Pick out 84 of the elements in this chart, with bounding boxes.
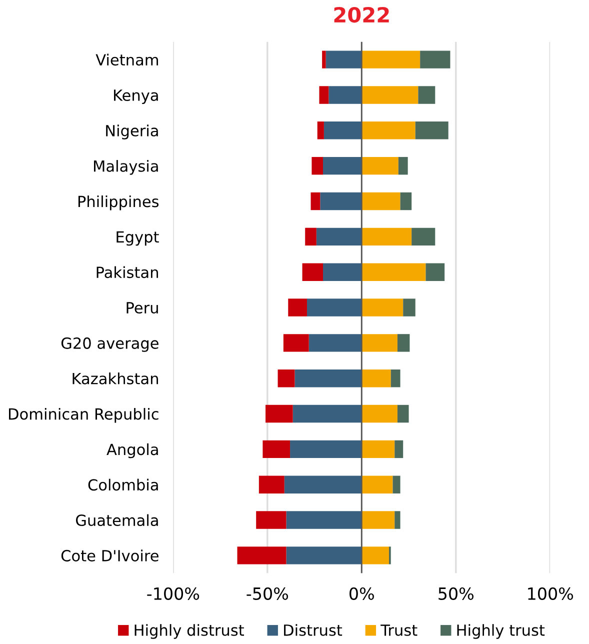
- y-tick-label: Pakistan: [96, 266, 158, 278]
- bar: [362, 228, 412, 246]
- bar: [362, 546, 389, 564]
- bar: [317, 122, 324, 140]
- y-tick-label: Philippines: [78, 195, 159, 210]
- x-tick-label: 100%: [528, 587, 574, 600]
- bar: [362, 476, 393, 494]
- bar: [398, 156, 408, 175]
- bar: [362, 192, 400, 210]
- y-tick-label: G20 average: [61, 337, 158, 352]
- bar: [362, 404, 398, 423]
- bar: [403, 298, 416, 316]
- bar: [390, 369, 400, 388]
- y-tick-label: Kazakhstan: [72, 372, 158, 384]
- bar: [294, 369, 362, 388]
- x-tick-label: 0%: [350, 587, 374, 600]
- bar: [278, 369, 295, 388]
- bar: [262, 440, 290, 458]
- bar: [400, 192, 412, 210]
- legend-label: Highly distrust: [134, 624, 244, 639]
- bar: [258, 476, 284, 494]
- bar: [420, 50, 450, 68]
- bar: [256, 511, 286, 529]
- bar: [362, 334, 398, 352]
- bar: [286, 511, 362, 529]
- bar: [362, 86, 418, 104]
- bar: [302, 263, 324, 281]
- bar: [290, 440, 362, 458]
- bar: [308, 334, 362, 352]
- bar: [322, 50, 326, 68]
- bar: [283, 334, 309, 352]
- y-tick-label: Cote D'Ivoire: [61, 550, 158, 562]
- bar: [312, 156, 324, 175]
- bar: [362, 298, 404, 316]
- bar: [319, 86, 329, 104]
- chart-title: 2022: [334, 6, 389, 23]
- y-tick-label: Malaysia: [94, 160, 158, 175]
- x-tick-label: 50%: [438, 587, 474, 600]
- bar: [415, 122, 448, 140]
- y-tick-label: Vietnam: [96, 54, 158, 66]
- bar: [324, 122, 362, 140]
- bar: [426, 263, 445, 281]
- bar: [394, 440, 404, 458]
- bar: [362, 122, 416, 140]
- bar: [320, 192, 362, 210]
- bar: [328, 86, 362, 104]
- bar: [237, 546, 286, 564]
- y-tick-label: Peru: [126, 302, 158, 314]
- bar: [362, 156, 398, 175]
- bar: [288, 298, 307, 316]
- bar: [412, 228, 436, 246]
- bar: [316, 228, 362, 246]
- bar: [284, 476, 362, 494]
- bar: [286, 546, 362, 564]
- bar: [323, 156, 362, 175]
- x-tick-label: -100%: [147, 587, 200, 600]
- legend-label: Distrust: [284, 624, 342, 636]
- bar: [362, 263, 426, 281]
- y-tick-label: Angola: [106, 443, 158, 458]
- legend-label: Highly trust: [457, 624, 545, 639]
- bar: [362, 50, 420, 68]
- bar: [323, 263, 362, 281]
- bar: [266, 404, 293, 423]
- bar: [362, 440, 395, 458]
- bar: [292, 404, 362, 423]
- bar: [392, 476, 400, 494]
- y-tick-label: Nigeria: [106, 124, 158, 140]
- bar: [418, 86, 436, 104]
- bar: [362, 369, 391, 388]
- x-tick-label: -50%: [246, 587, 288, 600]
- bar: [362, 511, 395, 529]
- bar: [306, 298, 362, 316]
- legend-label: Trust: [380, 624, 418, 636]
- y-tick-label: Guatemala: [76, 514, 158, 526]
- bar: [394, 511, 400, 529]
- bar: [305, 228, 316, 246]
- bar: [326, 50, 362, 68]
- y-tick-label: Egypt: [116, 231, 159, 246]
- y-tick-label: Kenya: [114, 90, 158, 104]
- y-tick-label: Dominican Republic: [9, 408, 158, 423]
- bar: [397, 334, 410, 352]
- bar: [397, 404, 409, 423]
- y-tick-label: Colombia: [88, 478, 158, 491]
- bar: [310, 192, 320, 210]
